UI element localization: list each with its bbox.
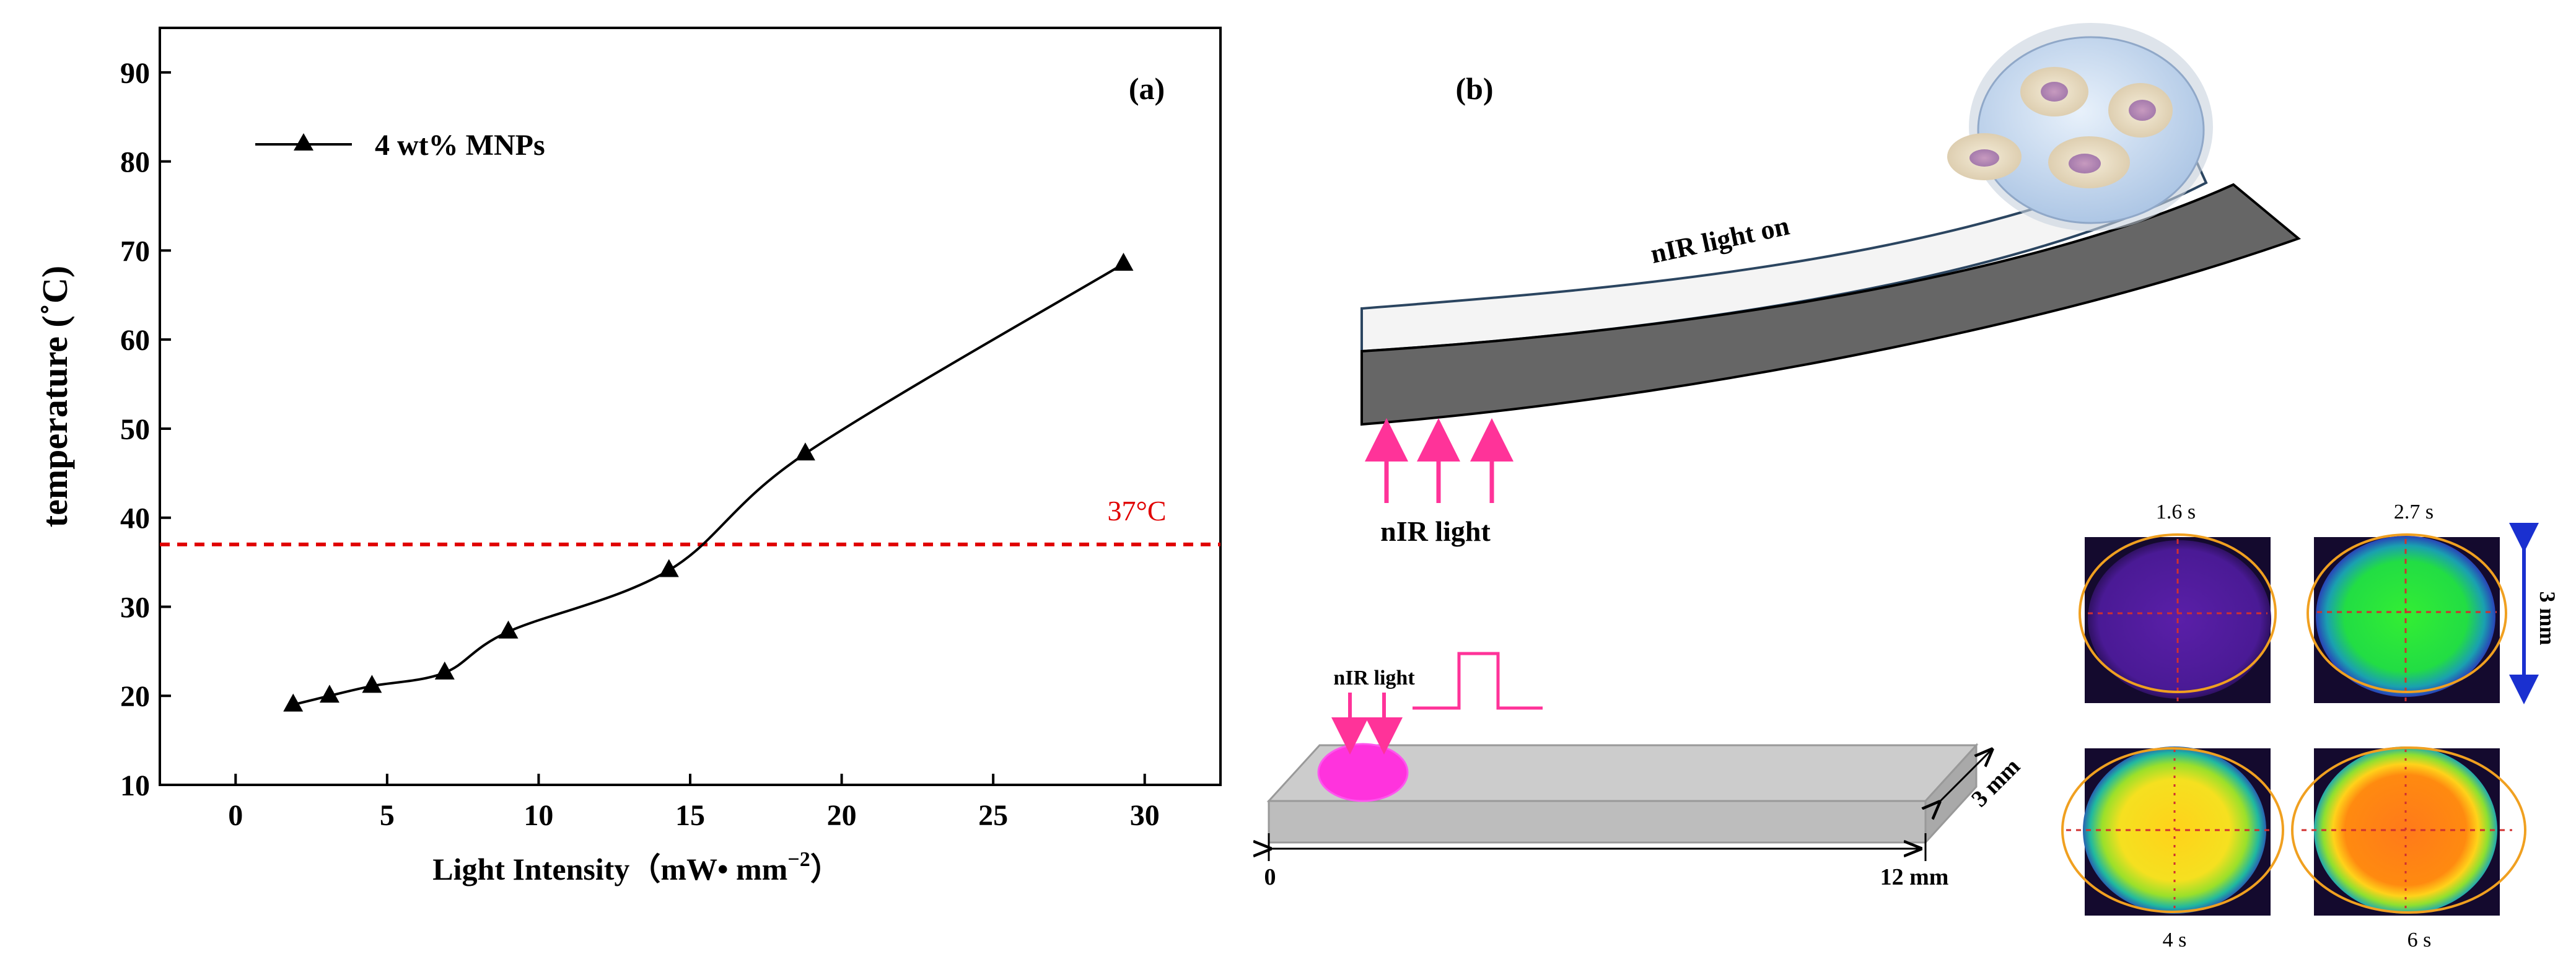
- thermal-image-1-6s: 1.6 s: [2079, 501, 2277, 703]
- y-tick-label-2: 30: [120, 591, 150, 624]
- x-tick-label-4: 20: [827, 799, 857, 832]
- panel-b-schematic: (b) nIR light on nIR light: [1264, 23, 2560, 952]
- laser-spot: [1317, 743, 1409, 802]
- x-axis-label-main: Light Intensity（mW• mm: [432, 852, 787, 886]
- legend: 4 wt% MNPs: [255, 129, 545, 162]
- strip-bottom-layer: [1360, 183, 2301, 426]
- light-on-label: nIR light on: [1648, 211, 1792, 269]
- panel-b-label: (b): [1455, 71, 1493, 106]
- data-point-1: [319, 685, 340, 703]
- panel-a-chart: 0 5 10 15 20 25 30 10 20 30 40 50 60 70 80 90 37°C (a)…: [35, 27, 1222, 886]
- x-tick-label-0: 0: [228, 799, 243, 832]
- small-nir-label: nIR light: [1333, 667, 1415, 689]
- x-tick-label-3: 15: [675, 799, 705, 832]
- x-axis-label-sup: −2: [787, 848, 810, 871]
- data-point-4: [498, 620, 519, 639]
- x-axis: 0 5 10 15 20 25 30: [228, 774, 1160, 832]
- thermal-dimension: 3 mm: [2509, 523, 2560, 704]
- data-point-6: [795, 442, 815, 461]
- data-point-7: [1113, 252, 1134, 271]
- sample-bar: [1266, 743, 1979, 845]
- x-axis-label-end: ）: [810, 852, 841, 886]
- time-label-2: 2.7 s: [2394, 501, 2434, 523]
- y-tick-label-8: 90: [120, 57, 150, 90]
- length-dimension: 0 12 mm: [1264, 833, 1949, 890]
- series-points: [283, 252, 1134, 712]
- y-tick-label-4: 50: [120, 413, 150, 446]
- origin-label: 0: [1264, 864, 1276, 890]
- pulse-signal: [1413, 652, 1543, 710]
- y-tick-label-3: 40: [120, 502, 150, 535]
- x-tick-label-2: 10: [524, 799, 553, 832]
- plot-frame: [159, 27, 1222, 786]
- nir-arrows: [1365, 418, 1514, 503]
- cell-droplet: [1947, 23, 2213, 231]
- nir-light-label: nIR light: [1380, 515, 1491, 547]
- panel-a-label: (a): [1129, 71, 1165, 106]
- y-axis: 10 20 30 40 50 60 70 80 90: [120, 57, 171, 802]
- series-line-4wt-mnps: [292, 263, 1124, 706]
- legend-label: 4 wt% MNPs: [375, 129, 545, 162]
- y-tick-label-6: 70: [120, 235, 150, 268]
- x-tick-label-1: 5: [380, 799, 395, 832]
- threshold-label: 37°C: [1107, 495, 1166, 527]
- thermal-dim-label: 3 mm: [2535, 592, 2560, 645]
- y-tick-label-5: 60: [120, 324, 150, 357]
- thermal-images: 1.6 s 2.7 s 4 s: [2061, 501, 2560, 952]
- thermal-image-4s: 4 s: [2061, 746, 2284, 952]
- data-point-0: [283, 693, 304, 712]
- time-label-4: 6 s: [2407, 929, 2432, 952]
- y-tick-label-7: 80: [120, 146, 150, 179]
- data-point-2: [362, 675, 382, 693]
- length-label: 12 mm: [1880, 864, 1949, 890]
- time-label-3: 4 s: [2163, 929, 2187, 952]
- time-label-1: 1.6 s: [2156, 501, 2196, 523]
- x-tick-label-6: 30: [1130, 799, 1160, 832]
- y-tick-label-0: 10: [120, 769, 150, 802]
- legend-marker: [294, 133, 313, 151]
- data-point-5: [659, 559, 679, 577]
- small-nir-arrows: [1331, 693, 1403, 755]
- y-tick-label-1: 20: [120, 680, 150, 713]
- thermal-image-6s: 6 s: [2291, 746, 2526, 952]
- x-axis-label: Light Intensity（mW• mm−2）: [432, 848, 841, 886]
- data-point-3: [434, 661, 455, 680]
- x-tick-label-5: 25: [978, 799, 1008, 832]
- thermal-image-2-7s: 2.7 s: [2307, 501, 2507, 703]
- y-axis-label: temperature (˚C): [35, 266, 75, 527]
